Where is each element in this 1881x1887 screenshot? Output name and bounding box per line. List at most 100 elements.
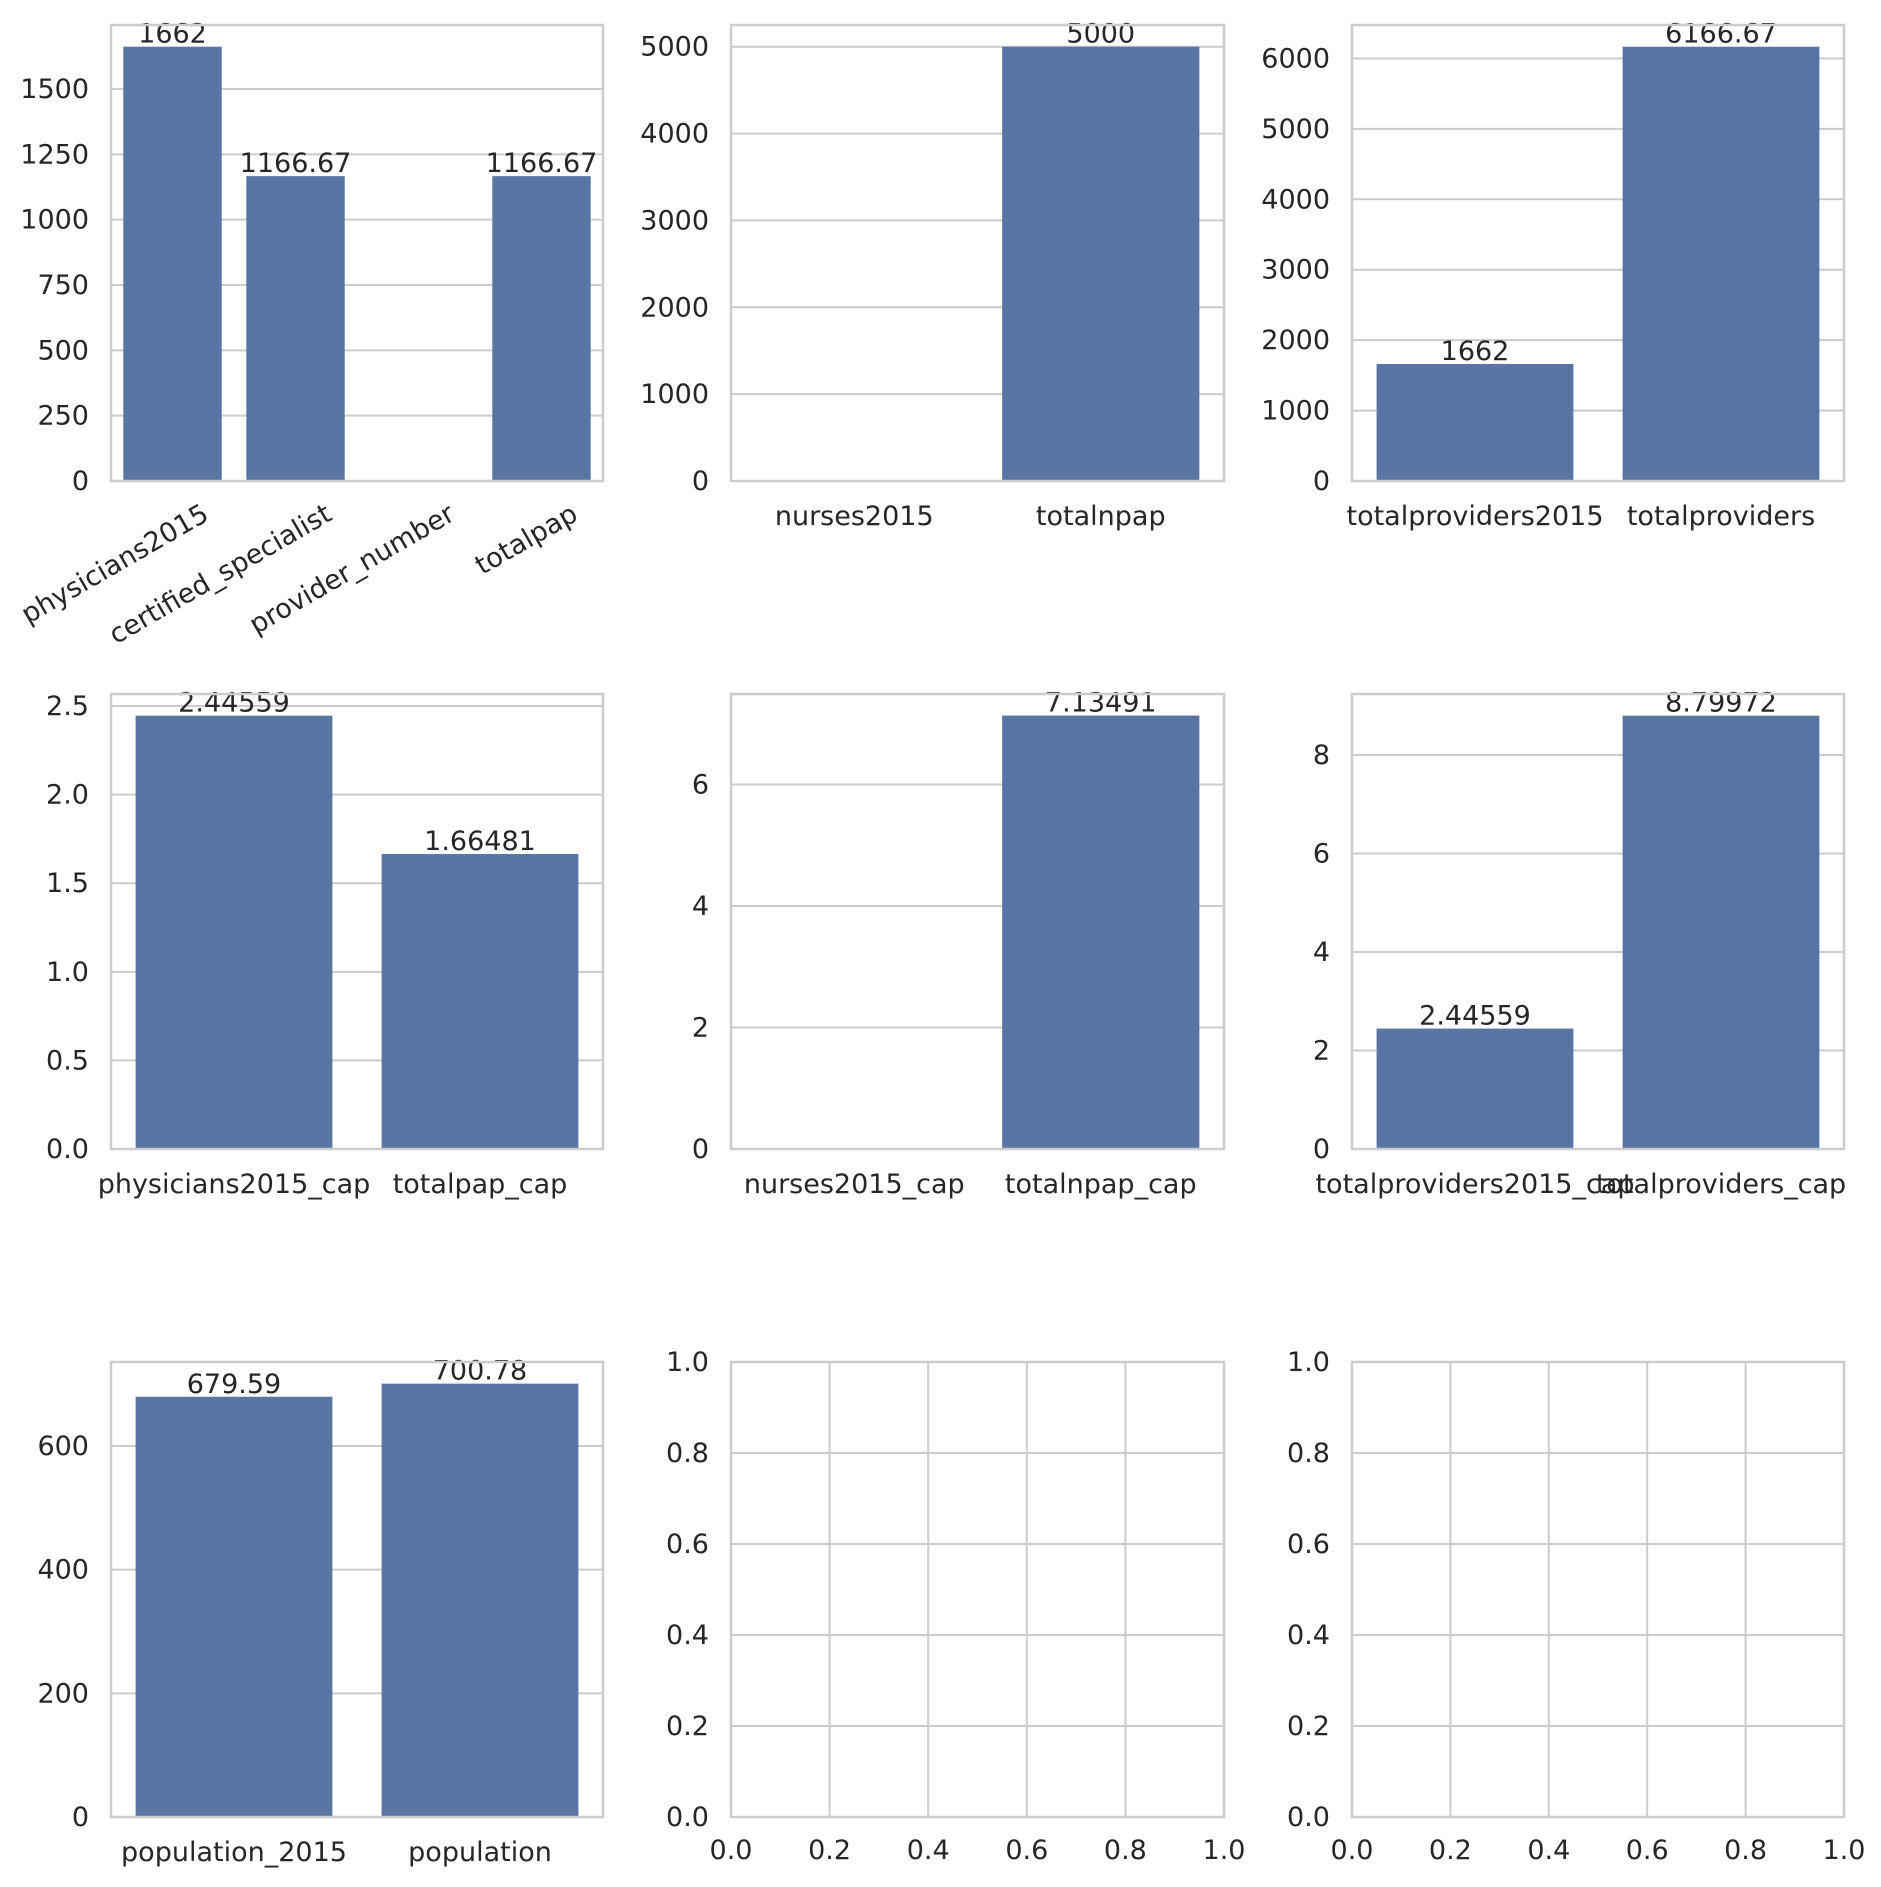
y-tick-label: 5000 <box>1261 114 1330 145</box>
x-tick-label: 0.4 <box>1527 1835 1570 1866</box>
y-tick-label: 0 <box>72 466 89 497</box>
x-tick-label: population <box>408 1837 552 1868</box>
y-tick-label: 2000 <box>640 292 709 323</box>
y-tick-label: 500 <box>37 335 89 366</box>
bar <box>1622 46 1820 481</box>
axes-frame <box>1350 692 1846 1151</box>
y-tick-label: 0.0 <box>1287 1802 1330 1833</box>
y-tick-label: 2 <box>692 1013 709 1044</box>
bar-value-label: 6166.67 <box>1665 19 1777 50</box>
x-tick-label: nurses2015_cap <box>744 1169 965 1200</box>
bar-value-label: 1166.67 <box>240 148 352 179</box>
x-tick-label: totalproviders <box>1627 501 1815 532</box>
y-tick-label: 0.4 <box>666 1620 709 1651</box>
bar-value-label: 8.79972 <box>1665 688 1777 719</box>
y-tick-label: 750 <box>37 270 89 301</box>
x-tick-label: totalproviders2015 <box>1346 501 1603 532</box>
subplot-5: 0 2 4 6 7.13491 nurses2015_cap totalnpap_cap <box>692 688 1226 1200</box>
subplot-4: 0.0 0.5 1.0 1.5 2.0 2.5 2.44559 1.66481 physicia… <box>46 688 605 1200</box>
axes-frame <box>109 1360 605 1819</box>
bar <box>1002 46 1200 481</box>
bar-value-label: 5000 <box>1066 19 1135 50</box>
x-tick-label: certified_specialist <box>104 498 337 650</box>
y-tick-label: 0 <box>692 1134 709 1165</box>
bar-value-label: 7.13491 <box>1045 688 1157 719</box>
bar-value-label: 1166.67 <box>486 148 598 179</box>
y-tick-label: 0 <box>72 1802 89 1833</box>
subplot-3: 0 1000 2000 3000 4000 5000 6000 1662 6166.67 tota… <box>1261 19 1846 532</box>
x-tick-label: 0.6 <box>1626 1835 1669 1866</box>
y-tick-label: 0.8 <box>666 1438 709 1469</box>
bar <box>1376 363 1574 481</box>
bar <box>135 1396 333 1817</box>
bar <box>1622 715 1820 1149</box>
subplot-2: 0 1000 2000 3000 4000 5000 5000 nurses2015 total… <box>640 19 1226 532</box>
axes-frame <box>1350 1360 1846 1819</box>
y-tick-label: 1.5 <box>46 868 89 899</box>
bar-value-label: 679.59 <box>187 1369 281 1400</box>
x-tick-label: 0.4 <box>907 1835 950 1866</box>
x-tick-label: 0.6 <box>1005 1835 1048 1866</box>
y-tick-label: 0.6 <box>666 1529 709 1560</box>
x-tick-label: 0.2 <box>1429 1835 1472 1866</box>
y-tick-label: 4000 <box>640 119 709 150</box>
subplot-9: 0.0 0.2 0.4 0.6 0.8 1.0 0.0 0.2 0.4 0.6 0.8 1.0 <box>1287 1347 1865 1866</box>
x-tick-label: 0.0 <box>1331 1835 1374 1866</box>
y-tick-label: 5000 <box>640 32 709 63</box>
bar-value-label: 1662 <box>1441 336 1510 367</box>
y-tick-label: 1000 <box>1261 396 1330 427</box>
subplot-6: 0 2 4 6 8 2.44559 8.79972 totalproviders2015_ca… <box>1313 688 1846 1200</box>
y-tick-label: 6 <box>692 770 709 801</box>
x-tick-label: totalnpap <box>1036 501 1166 532</box>
bar <box>492 176 591 482</box>
y-tick-label: 1000 <box>20 205 89 236</box>
y-tick-label: 2.5 <box>46 691 89 722</box>
y-tick-label: 1500 <box>20 74 89 105</box>
bar <box>1376 1028 1574 1149</box>
y-tick-label: 3000 <box>1261 255 1330 286</box>
x-tick-label: 1.0 <box>1203 1835 1246 1866</box>
bar <box>246 176 345 482</box>
y-tick-label: 0 <box>1313 466 1330 497</box>
bar <box>123 46 222 482</box>
y-tick-label: 0.8 <box>1287 1438 1330 1469</box>
x-tick-label: 0.0 <box>710 1835 753 1866</box>
x-tick-label: provider_number <box>244 498 461 641</box>
bar-value-label: 2.44559 <box>178 688 290 719</box>
y-tick-label: 1000 <box>640 379 709 410</box>
x-tick-label: population_2015 <box>121 1837 347 1868</box>
y-tick-label: 6000 <box>1261 43 1330 74</box>
y-tick-label: 0.4 <box>1287 1620 1330 1651</box>
y-tick-label: 0.2 <box>666 1711 709 1742</box>
x-tick-label: physicians2015_cap <box>98 1169 371 1200</box>
axes-frame <box>729 23 1226 483</box>
bar <box>135 715 333 1149</box>
y-tick-label: 0.2 <box>1287 1711 1330 1742</box>
bar <box>1002 715 1200 1149</box>
y-tick-label: 600 <box>37 1431 89 1462</box>
y-tick-label: 1250 <box>20 139 89 170</box>
y-tick-label: 250 <box>37 401 89 432</box>
y-tick-label: 0.5 <box>46 1045 89 1076</box>
y-tick-label: 4000 <box>1261 184 1330 215</box>
y-tick-label: 0 <box>1313 1134 1330 1165</box>
subplot-1: 0 250 500 750 1000 1250 1500 1662 1166.67 1166.67… <box>16 19 605 651</box>
y-tick-label: 0 <box>692 466 709 497</box>
x-tick-label: totalpap <box>470 498 583 581</box>
axes-frame <box>109 23 605 483</box>
y-tick-label: 400 <box>37 1555 89 1586</box>
subplot-7: 0 200 400 600 679.59 700.78 population_2015 pop… <box>37 1356 605 1868</box>
y-tick-label: 0.6 <box>1287 1529 1330 1560</box>
y-tick-label: 4 <box>692 891 709 922</box>
axes-frame <box>729 1360 1226 1819</box>
x-tick-label: 1.0 <box>1823 1835 1866 1866</box>
bar <box>381 1383 579 1817</box>
y-tick-label: 3000 <box>640 205 709 236</box>
y-tick-label: 200 <box>37 1678 89 1709</box>
x-tick-label: totalproviders2015_cap <box>1315 1169 1634 1200</box>
x-tick-label: nurses2015 <box>775 501 934 532</box>
bar-value-label: 2.44559 <box>1419 1001 1531 1032</box>
y-tick-label: 1.0 <box>46 957 89 988</box>
bar-value-label: 1662 <box>138 19 207 50</box>
